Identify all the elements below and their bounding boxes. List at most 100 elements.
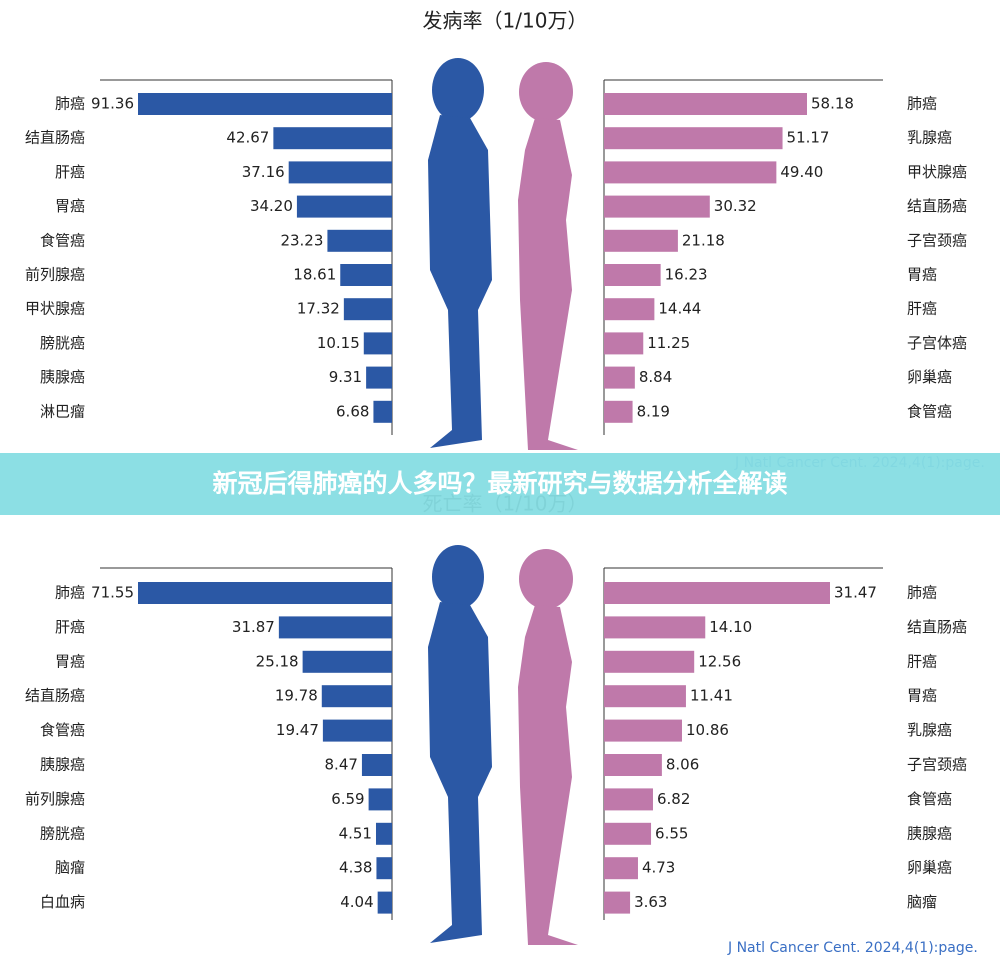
value-label: 6.55 [655,824,688,842]
category-label: 前列腺癌 [25,790,85,808]
value-label: 51.17 [787,129,830,147]
bar [604,685,686,708]
value-label: 21.18 [682,231,725,249]
value-label: 17.32 [297,300,340,318]
value-label: 6.82 [657,790,690,808]
value-label: 19.78 [275,687,318,705]
category-label: 食管癌 [40,231,85,249]
category-label: 淋巴瘤 [40,402,85,420]
bar [273,127,392,150]
category-label: 肝癌 [55,163,85,181]
category-label: 前列腺癌 [25,266,85,284]
category-label: 肺癌 [907,584,937,602]
value-label: 42.67 [226,129,269,147]
category-label: 白血病 [40,893,85,911]
bar [340,264,392,286]
bar [604,332,644,355]
value-label: 6.59 [331,790,364,808]
category-label: 胃癌 [907,266,937,284]
bar [375,822,392,845]
value-label: 23.23 [280,231,323,249]
category-label: 卵巢癌 [907,368,952,386]
value-label: 4.04 [340,893,373,911]
category-label: 乳腺癌 [907,721,952,739]
banner [0,453,1000,515]
value-label: 9.31 [329,368,362,386]
category-label: 肺癌 [55,95,85,113]
value-label: 14.44 [658,300,701,318]
bar [327,229,392,252]
category-label: 食管癌 [907,790,952,808]
banner-title: 新冠后得肺癌的人多吗？最新研究与数据分析全解读 [212,469,787,498]
value-label: 8.84 [639,368,672,386]
value-label: 31.47 [834,584,877,602]
category-label: 膀胱癌 [40,334,85,352]
value-label: 12.56 [698,652,741,670]
value-label: 49.40 [780,163,823,181]
value-label: 3.63 [634,893,667,911]
value-label: 71.55 [91,584,134,602]
value-label: 34.20 [250,197,293,215]
bar [288,161,392,184]
bar [604,298,655,321]
bar [604,719,682,742]
value-label: 8.06 [666,756,699,774]
chart-title: 发病率（1/10万） [423,9,588,33]
value-label: 19.47 [276,721,319,739]
value-label: 91.36 [91,95,134,113]
category-label: 胃癌 [907,687,937,705]
bar [604,754,662,776]
bar [377,891,392,914]
category-label: 胰腺癌 [40,756,85,774]
bar [361,754,392,776]
bar [321,685,392,708]
category-label: 子宫颈癌 [907,231,967,249]
bar [604,93,807,115]
bar [604,195,710,218]
bar [138,93,392,115]
value-label: 6.68 [336,402,369,420]
category-label: 肺癌 [907,95,937,113]
value-label: 11.41 [690,687,733,705]
value-label: 4.38 [339,859,372,877]
value-label: 58.18 [811,95,854,113]
bar [604,650,695,673]
category-label: 食管癌 [40,721,85,739]
category-label: 结直肠癌 [25,129,85,147]
category-label: 胰腺癌 [40,368,85,386]
bar [368,788,392,811]
category-label: 肝癌 [907,652,937,670]
bar [604,127,783,150]
category-label: 乳腺癌 [907,129,952,147]
value-label: 10.86 [686,721,729,739]
source: J Natl Cancer Cent. 2024,4(1):page. [727,940,978,956]
category-label: 膀胱癌 [40,824,85,842]
category-label: 肝癌 [907,300,937,318]
bar [373,400,392,423]
bar [604,857,638,880]
category-label: 结直肠癌 [25,687,85,705]
category-label: 脑瘤 [907,893,937,911]
bar [604,229,678,252]
bar [604,616,706,639]
bar [604,400,633,423]
bar [604,366,635,389]
category-label: 子宫颈癌 [907,756,967,774]
bar [363,332,392,355]
bar [343,298,392,321]
category-label: 脑瘤 [55,859,85,877]
value-label: 14.10 [709,618,752,636]
category-label: 胃癌 [55,197,85,215]
category-label: 肺癌 [55,584,85,602]
bar [604,582,830,604]
bar [278,616,392,639]
value-label: 4.51 [339,824,372,842]
category-label: 结直肠癌 [907,197,967,215]
category-label: 肝癌 [55,618,85,636]
value-label: 25.18 [256,652,299,670]
bar [366,366,392,389]
value-label: 4.73 [642,859,675,877]
category-label: 甲状腺癌 [907,163,967,181]
female-figure-top [518,62,578,450]
